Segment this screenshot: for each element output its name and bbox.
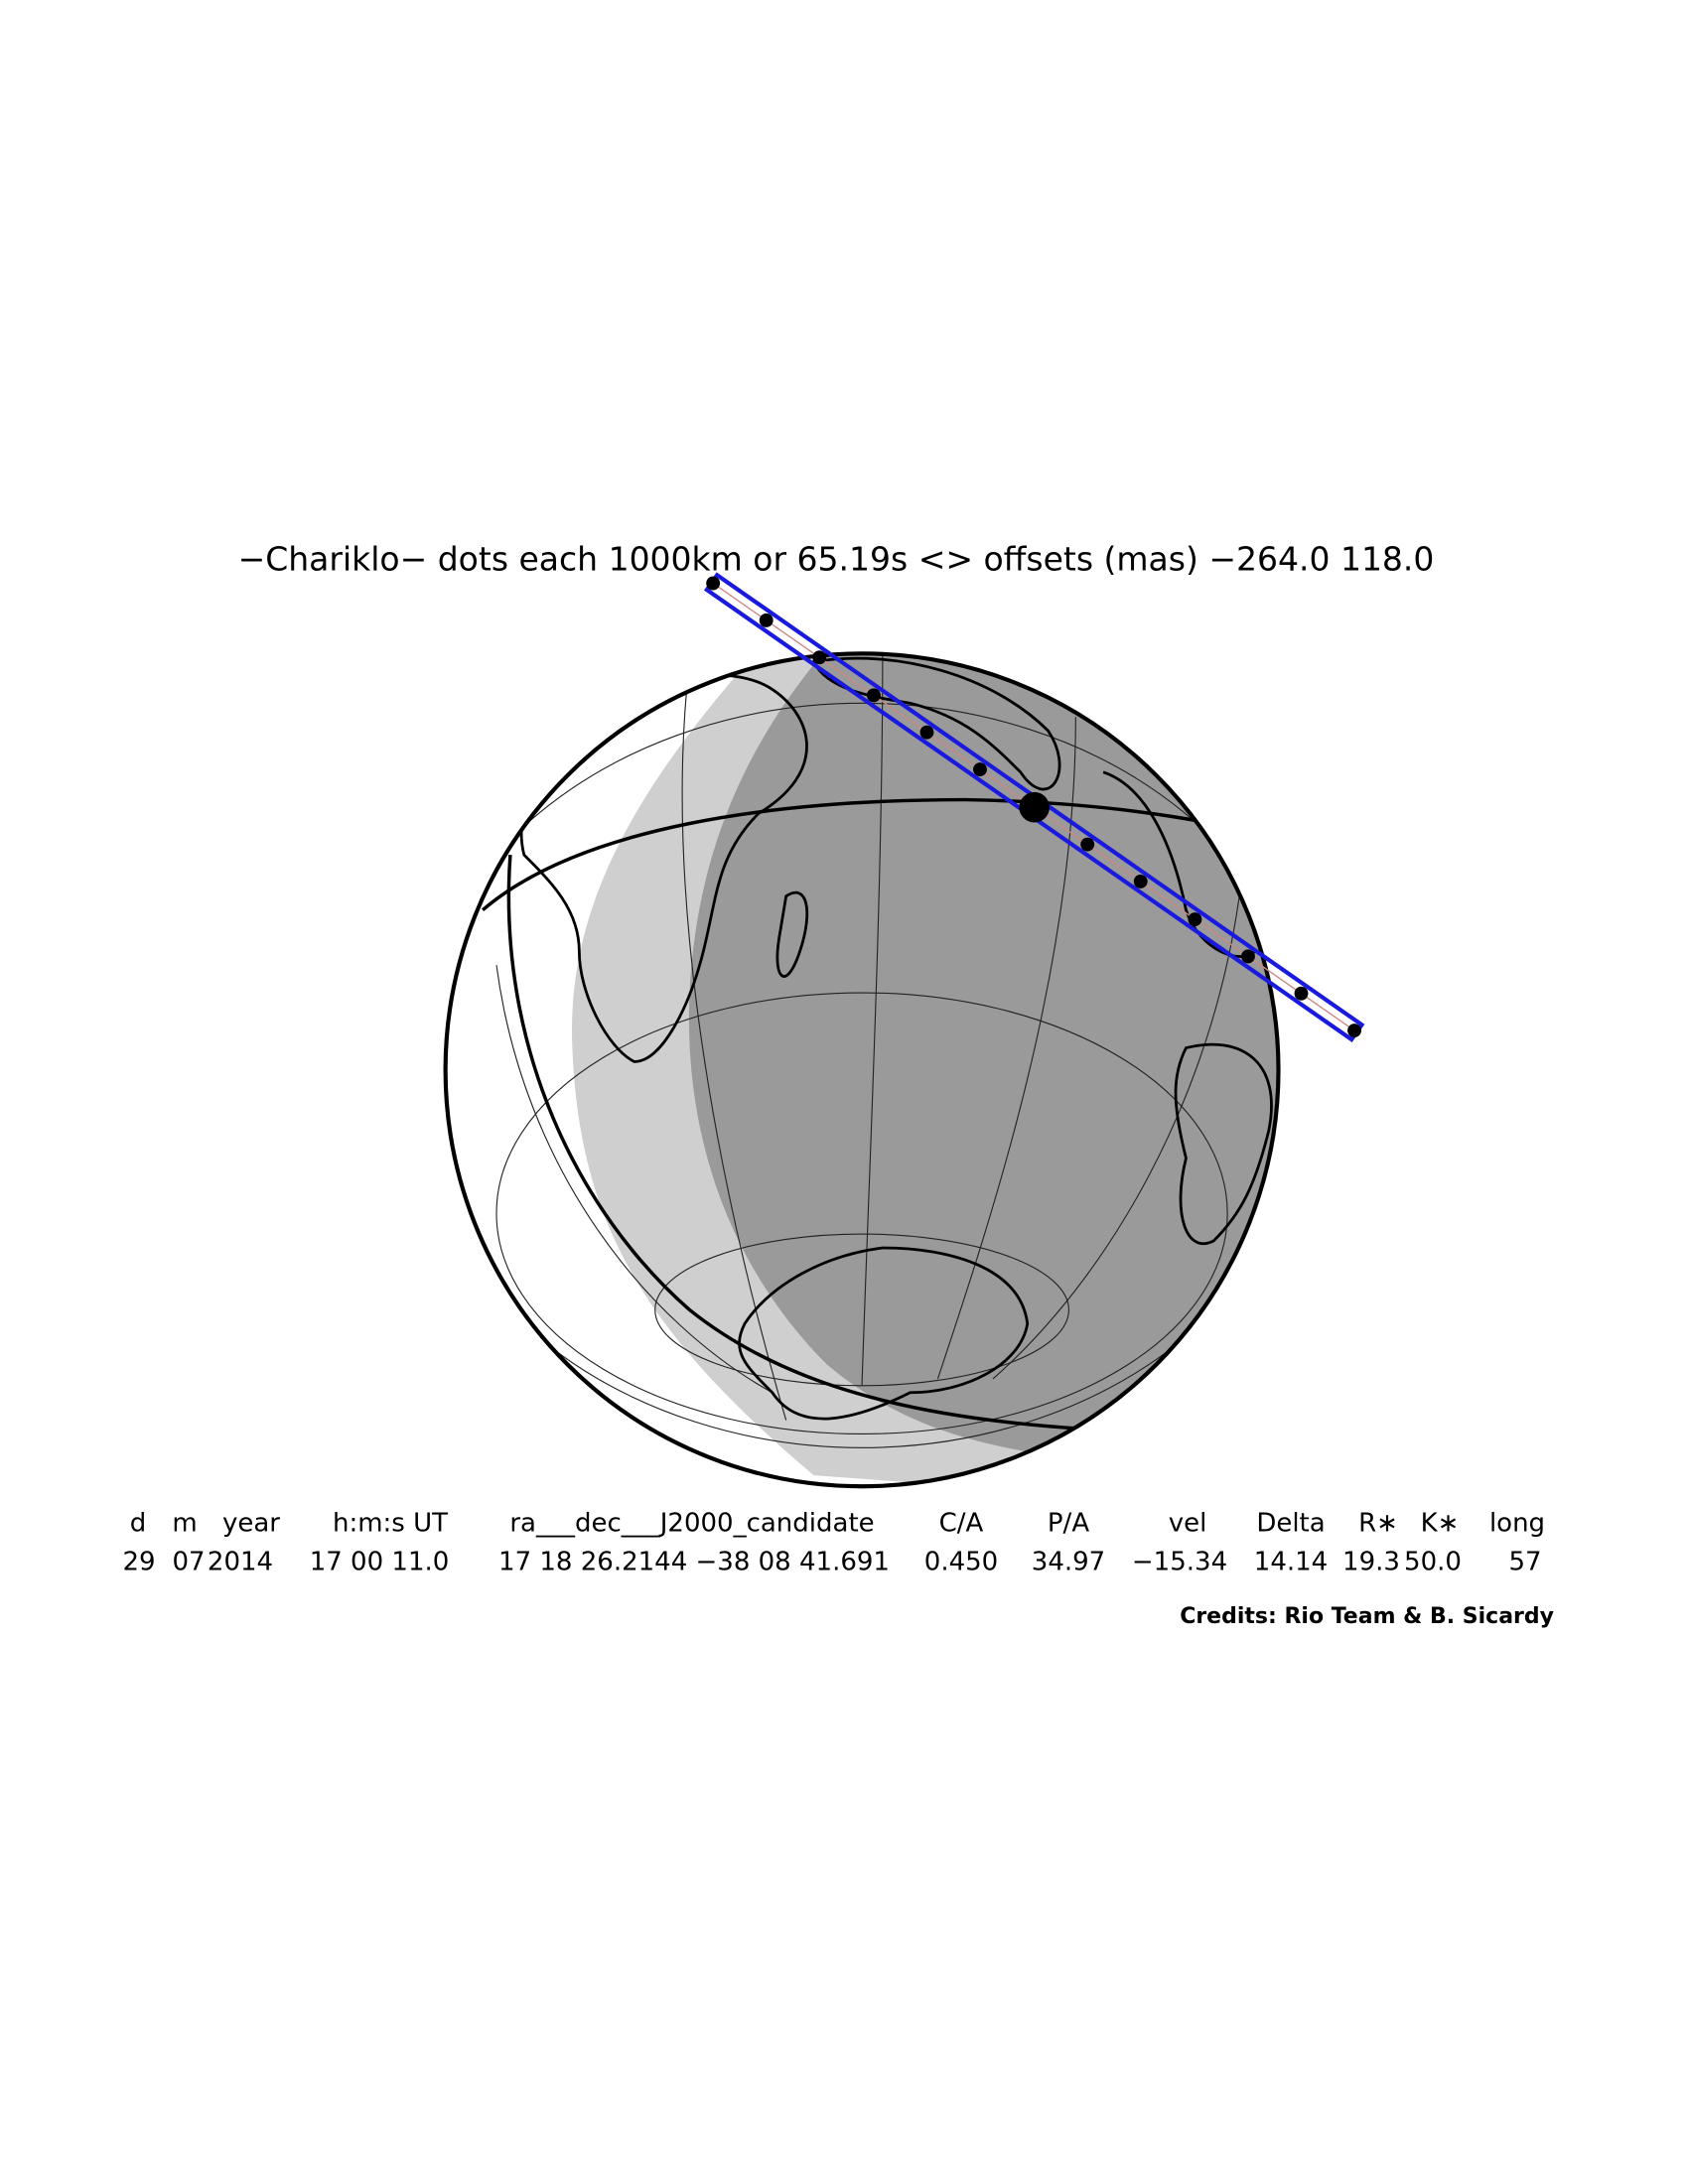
occultation-path — [703, 572, 1365, 1042]
table-cell: −15.34 — [1132, 1548, 1227, 1577]
table-cell: 07 — [172, 1548, 205, 1577]
title: −Chariklo− dots each 1000km or 65.19s <>… — [238, 540, 1435, 579]
column-header: h:m:s UT — [333, 1509, 448, 1539]
column-header: ra___dec___J2000_candidate — [509, 1509, 874, 1539]
terminator — [506, 854, 1279, 1436]
table-cell: 57 — [1508, 1548, 1541, 1577]
table-cell: 14.14 — [1254, 1548, 1328, 1577]
column-header: Delta — [1256, 1509, 1325, 1539]
column-header: year — [222, 1509, 280, 1539]
column-header: R∗ — [1358, 1509, 1398, 1539]
column-header: K∗ — [1421, 1509, 1460, 1539]
table-cell: 34.97 — [1032, 1548, 1105, 1577]
table-cell: 2014 — [208, 1548, 273, 1577]
table-cell: 19.3 — [1342, 1548, 1400, 1577]
table-cell: 17 00 11.0 — [310, 1548, 450, 1577]
table-cell: 0.450 — [924, 1548, 998, 1577]
graticule — [445, 653, 1279, 1448]
column-header: C/A — [939, 1509, 984, 1539]
parameter-table: d m year h:m:s UT ra___dec___J2000_candidate… — [122, 1509, 1545, 1577]
table-cell: 17 18 26.2144 −38 08 41.691 — [498, 1548, 890, 1577]
column-header: d — [130, 1509, 147, 1539]
column-header: P/A — [1048, 1509, 1089, 1539]
table-cell: 50.0 — [1404, 1548, 1462, 1577]
path-dots — [706, 576, 1361, 1038]
table-cell: 29 — [122, 1548, 155, 1577]
column-header: vel — [1169, 1509, 1207, 1539]
credits: Credits: Rio Team & B. Sicardy — [1180, 1604, 1554, 1629]
globe-outline — [443, 651, 1281, 1489]
continents — [519, 656, 1273, 1421]
column-header: m — [172, 1509, 197, 1539]
globe — [443, 572, 1365, 1489]
column-header: long — [1489, 1509, 1545, 1539]
